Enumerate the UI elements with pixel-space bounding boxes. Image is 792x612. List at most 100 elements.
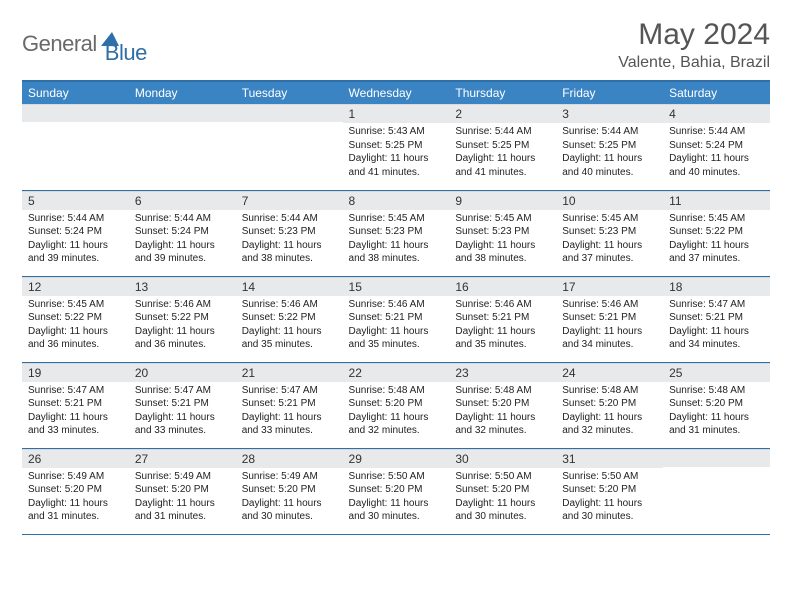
day-info: Sunrise: 5:49 AMSunset: 5:20 PMDaylight:…	[129, 468, 236, 528]
calendar-cell: 29Sunrise: 5:50 AMSunset: 5:20 PMDayligh…	[343, 448, 450, 534]
day-number-empty	[22, 104, 129, 122]
day-number: 10	[556, 191, 663, 210]
sunset-line: Sunset: 5:21 PM	[562, 311, 657, 325]
sunset-line: Sunset: 5:22 PM	[242, 311, 337, 325]
calendar-cell: 28Sunrise: 5:49 AMSunset: 5:20 PMDayligh…	[236, 448, 343, 534]
calendar-cell: 31Sunrise: 5:50 AMSunset: 5:20 PMDayligh…	[556, 448, 663, 534]
calendar-cell-empty	[236, 104, 343, 190]
daylight-line: Daylight: 11 hours and 35 minutes.	[455, 325, 550, 352]
sunrise-line: Sunrise: 5:43 AM	[349, 125, 444, 139]
daylight-line: Daylight: 11 hours and 30 minutes.	[562, 497, 657, 524]
daylight-line: Daylight: 11 hours and 38 minutes.	[349, 239, 444, 266]
header: General Blue May 2024 Valente, Bahia, Br…	[22, 18, 770, 72]
calendar-cell: 14Sunrise: 5:46 AMSunset: 5:22 PMDayligh…	[236, 276, 343, 362]
day-number: 9	[449, 191, 556, 210]
calendar-cell: 25Sunrise: 5:48 AMSunset: 5:20 PMDayligh…	[663, 362, 770, 448]
day-number: 13	[129, 277, 236, 296]
calendar-cell: 13Sunrise: 5:46 AMSunset: 5:22 PMDayligh…	[129, 276, 236, 362]
title-block: May 2024 Valente, Bahia, Brazil	[618, 18, 770, 72]
day-number: 18	[663, 277, 770, 296]
sunrise-line: Sunrise: 5:50 AM	[562, 470, 657, 484]
sunrise-line: Sunrise: 5:45 AM	[349, 212, 444, 226]
daylight-line: Daylight: 11 hours and 35 minutes.	[349, 325, 444, 352]
calendar-cell: 30Sunrise: 5:50 AMSunset: 5:20 PMDayligh…	[449, 448, 556, 534]
day-number: 6	[129, 191, 236, 210]
weekday-header: Saturday	[663, 81, 770, 104]
title-location: Valente, Bahia, Brazil	[618, 54, 770, 72]
calendar-body: 1Sunrise: 5:43 AMSunset: 5:25 PMDaylight…	[22, 104, 770, 534]
sunrise-line: Sunrise: 5:44 AM	[455, 125, 550, 139]
day-info: Sunrise: 5:44 AMSunset: 5:24 PMDaylight:…	[129, 210, 236, 270]
sunrise-line: Sunrise: 5:47 AM	[28, 384, 123, 398]
day-number: 3	[556, 104, 663, 123]
sunrise-line: Sunrise: 5:50 AM	[455, 470, 550, 484]
daylight-line: Daylight: 11 hours and 33 minutes.	[28, 411, 123, 438]
daylight-line: Daylight: 11 hours and 34 minutes.	[669, 325, 764, 352]
sunrise-line: Sunrise: 5:44 AM	[28, 212, 123, 226]
sunrise-line: Sunrise: 5:46 AM	[349, 298, 444, 312]
calendar-cell: 26Sunrise: 5:49 AMSunset: 5:20 PMDayligh…	[22, 448, 129, 534]
daylight-line: Daylight: 11 hours and 40 minutes.	[562, 152, 657, 179]
daylight-line: Daylight: 11 hours and 31 minutes.	[669, 411, 764, 438]
calendar-cell: 18Sunrise: 5:47 AMSunset: 5:21 PMDayligh…	[663, 276, 770, 362]
daylight-line: Daylight: 11 hours and 30 minutes.	[242, 497, 337, 524]
daylight-line: Daylight: 11 hours and 41 minutes.	[349, 152, 444, 179]
sunrise-line: Sunrise: 5:47 AM	[242, 384, 337, 398]
sunrise-line: Sunrise: 5:46 AM	[455, 298, 550, 312]
day-number: 7	[236, 191, 343, 210]
day-info: Sunrise: 5:49 AMSunset: 5:20 PMDaylight:…	[22, 468, 129, 528]
sunrise-line: Sunrise: 5:45 AM	[562, 212, 657, 226]
weekday-header: Wednesday	[343, 81, 450, 104]
day-info: Sunrise: 5:48 AMSunset: 5:20 PMDaylight:…	[449, 382, 556, 442]
calendar-row: 5Sunrise: 5:44 AMSunset: 5:24 PMDaylight…	[22, 190, 770, 276]
day-info: Sunrise: 5:44 AMSunset: 5:24 PMDaylight:…	[663, 123, 770, 183]
sunset-line: Sunset: 5:20 PM	[28, 483, 123, 497]
sunset-line: Sunset: 5:20 PM	[349, 483, 444, 497]
sunset-line: Sunset: 5:21 PM	[455, 311, 550, 325]
sunrise-line: Sunrise: 5:45 AM	[28, 298, 123, 312]
calendar-cell: 4Sunrise: 5:44 AMSunset: 5:24 PMDaylight…	[663, 104, 770, 190]
calendar-cell: 12Sunrise: 5:45 AMSunset: 5:22 PMDayligh…	[22, 276, 129, 362]
day-number: 14	[236, 277, 343, 296]
day-info: Sunrise: 5:44 AMSunset: 5:24 PMDaylight:…	[22, 210, 129, 270]
daylight-line: Daylight: 11 hours and 33 minutes.	[242, 411, 337, 438]
daylight-line: Daylight: 11 hours and 38 minutes.	[242, 239, 337, 266]
calendar-cell: 19Sunrise: 5:47 AMSunset: 5:21 PMDayligh…	[22, 362, 129, 448]
calendar-cell: 11Sunrise: 5:45 AMSunset: 5:22 PMDayligh…	[663, 190, 770, 276]
daylight-line: Daylight: 11 hours and 40 minutes.	[669, 152, 764, 179]
daylight-line: Daylight: 11 hours and 31 minutes.	[28, 497, 123, 524]
day-info: Sunrise: 5:48 AMSunset: 5:20 PMDaylight:…	[663, 382, 770, 442]
daylight-line: Daylight: 11 hours and 39 minutes.	[135, 239, 230, 266]
day-info: Sunrise: 5:45 AMSunset: 5:23 PMDaylight:…	[343, 210, 450, 270]
daylight-line: Daylight: 11 hours and 35 minutes.	[242, 325, 337, 352]
day-info: Sunrise: 5:43 AMSunset: 5:25 PMDaylight:…	[343, 123, 450, 183]
sunrise-line: Sunrise: 5:48 AM	[562, 384, 657, 398]
weekday-header: Sunday	[22, 81, 129, 104]
sunrise-line: Sunrise: 5:44 AM	[669, 125, 764, 139]
sunrise-line: Sunrise: 5:48 AM	[669, 384, 764, 398]
daylight-line: Daylight: 11 hours and 36 minutes.	[135, 325, 230, 352]
calendar-cell-empty	[129, 104, 236, 190]
sunrise-line: Sunrise: 5:46 AM	[562, 298, 657, 312]
day-number: 17	[556, 277, 663, 296]
sunset-line: Sunset: 5:25 PM	[349, 139, 444, 153]
calendar-cell-empty	[663, 448, 770, 534]
calendar-cell: 3Sunrise: 5:44 AMSunset: 5:25 PMDaylight…	[556, 104, 663, 190]
calendar-cell: 16Sunrise: 5:46 AMSunset: 5:21 PMDayligh…	[449, 276, 556, 362]
calendar-cell: 22Sunrise: 5:48 AMSunset: 5:20 PMDayligh…	[343, 362, 450, 448]
sunset-line: Sunset: 5:20 PM	[242, 483, 337, 497]
logo-text-general: General	[22, 31, 97, 57]
day-info: Sunrise: 5:45 AMSunset: 5:22 PMDaylight:…	[22, 296, 129, 356]
day-number: 28	[236, 449, 343, 468]
calendar-cell: 23Sunrise: 5:48 AMSunset: 5:20 PMDayligh…	[449, 362, 556, 448]
day-number: 20	[129, 363, 236, 382]
sunrise-line: Sunrise: 5:47 AM	[135, 384, 230, 398]
sunset-line: Sunset: 5:24 PM	[135, 225, 230, 239]
day-number: 21	[236, 363, 343, 382]
day-info: Sunrise: 5:46 AMSunset: 5:22 PMDaylight:…	[129, 296, 236, 356]
day-info: Sunrise: 5:46 AMSunset: 5:21 PMDaylight:…	[449, 296, 556, 356]
day-number: 30	[449, 449, 556, 468]
day-number-empty	[129, 104, 236, 122]
sunset-line: Sunset: 5:20 PM	[669, 397, 764, 411]
weekday-header: Friday	[556, 81, 663, 104]
